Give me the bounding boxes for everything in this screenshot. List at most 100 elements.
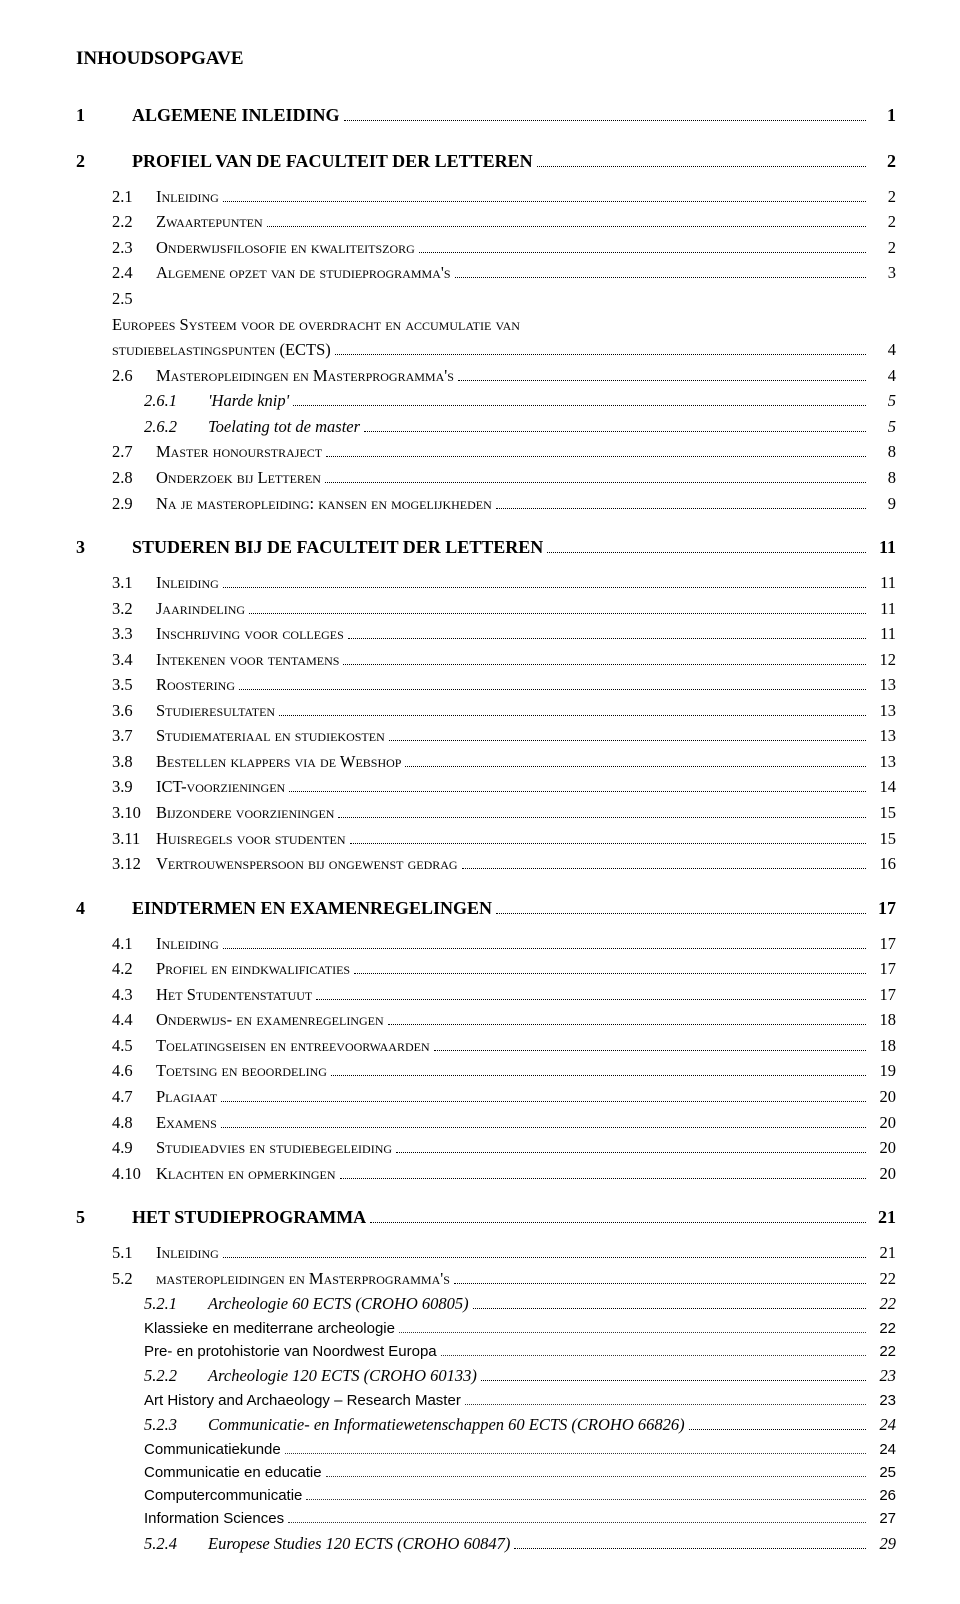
toc-row: 4EINDTERMEN EN EXAMENREGELINGEN17: [76, 895, 896, 923]
toc-page: 8: [870, 465, 896, 491]
toc-row: 5.2.1Archeologie 60 ECTS (CROHO 60805)22: [144, 1291, 896, 1317]
toc-number: 3.11: [112, 826, 156, 852]
toc-leader-dots: [496, 496, 866, 509]
toc-label: Studieadvies en studiebegeleiding: [156, 1135, 392, 1161]
toc-leader-dots: [340, 1166, 867, 1179]
toc-page: 13: [870, 672, 896, 698]
toc-leader-dots: [306, 1489, 866, 1501]
toc-page: 20: [870, 1110, 896, 1136]
toc-number: 5.2.4: [144, 1531, 208, 1557]
toc-label: Onderwijs- en examenregelingen: [156, 1007, 384, 1033]
toc-row: 3.11Huisregels voor studenten15: [112, 826, 896, 852]
toc-label: HET STUDIEPROGRAMMA: [132, 1204, 366, 1232]
toc-row: 2.8Onderzoek bij Letteren8: [112, 465, 896, 491]
toc-number: 2.7: [112, 439, 156, 465]
toc-row: 2.4Algemene opzet van de studieprogramma…: [112, 260, 896, 286]
toc-label: Information Sciences: [144, 1507, 284, 1530]
toc-row: 3.6Studieresultaten13: [112, 698, 896, 724]
toc-page: 9: [870, 491, 896, 517]
toc-label: EINDTERMEN EN EXAMENREGELINGEN: [132, 895, 492, 923]
toc-label: Profiel en eindkwalificaties: [156, 956, 350, 982]
toc-row: 2PROFIEL VAN DE FACULTEIT DER LETTEREN2: [76, 148, 896, 176]
toc-page: 21: [870, 1204, 896, 1232]
toc-number: 3: [76, 534, 132, 562]
toc-page: 13: [870, 723, 896, 749]
toc-label: Na je masteropleiding: kansen en mogelij…: [156, 491, 492, 517]
toc-label: Toelating tot de master: [208, 414, 360, 440]
toc-row: 4.6Toetsing en beoordeling19: [112, 1058, 896, 1084]
toc-row: 4.7Plagiaat20: [112, 1084, 896, 1110]
toc-row: Art History and Archaeology – Research M…: [144, 1389, 896, 1412]
toc-page: 11: [870, 596, 896, 622]
toc-leader-dots: [354, 962, 866, 975]
toc-label: Onderzoek bij Letteren: [156, 465, 321, 491]
toc-row: 2.5Europees Systeem voor de overdracht e…: [112, 286, 896, 363]
toc-label: Communicatie- en Informatiewetenschappen…: [208, 1412, 685, 1438]
toc-label: Master honourstraject: [156, 439, 322, 465]
toc-label: Studiemateriaal en studiekosten: [156, 723, 385, 749]
toc-row: 2.7Master honourstraject8: [112, 439, 896, 465]
toc-leader-dots: [388, 1013, 866, 1026]
toc-page: 11: [870, 534, 896, 562]
toc-number: 4.6: [112, 1058, 156, 1084]
toc-row: 2.1Inleiding2: [112, 184, 896, 210]
toc-number: 3.7: [112, 723, 156, 749]
toc-page: 15: [870, 800, 896, 826]
toc-number: 4.5: [112, 1033, 156, 1059]
toc-row: 1ALGEMENE INLEIDING1: [76, 102, 896, 130]
toc-number: 3.9: [112, 774, 156, 800]
toc-leader-dots: [389, 729, 866, 742]
toc-leader-dots: [344, 107, 866, 121]
toc-label: Pre- en protohistorie van Noordwest Euro…: [144, 1340, 437, 1363]
toc-leader-dots: [326, 1465, 866, 1477]
toc-number: 5.2.3: [144, 1412, 208, 1438]
toc-row: 2.6.2Toelating tot de master5: [144, 414, 896, 440]
toc-page: 5: [870, 414, 896, 440]
toc-row: Communicatiekunde24: [144, 1438, 896, 1461]
toc-number: 4.3: [112, 982, 156, 1008]
toc-number: 3.4: [112, 647, 156, 673]
toc-number: 2: [76, 148, 132, 176]
toc-label: Klachten en opmerkingen: [156, 1161, 336, 1187]
toc-leader-dots: [279, 703, 866, 716]
toc-page: 5: [870, 388, 896, 414]
table-of-contents: 1ALGEMENE INLEIDING1 2PROFIEL VAN DE FACU…: [76, 102, 896, 1556]
toc-page: 23: [870, 1389, 896, 1412]
toc-row: 4.8Examens20: [112, 1110, 896, 1136]
toc-page: 17: [870, 931, 896, 957]
toc-label: Art History and Archaeology – Research M…: [144, 1389, 461, 1412]
toc-row: Klassieke en mediterrane archeologie22: [144, 1317, 896, 1340]
toc-row: 3.4Intekenen voor tentamens12: [112, 647, 896, 673]
toc-leader-dots: [223, 1246, 866, 1259]
toc-number: 4.8: [112, 1110, 156, 1136]
toc-label: Jaarindeling: [156, 596, 245, 622]
toc-number: 3.8: [112, 749, 156, 775]
toc-label: Studieresultaten: [156, 698, 275, 724]
toc-row: 5HET STUDIEPROGRAMMA21: [76, 1204, 896, 1232]
toc-page: 13: [870, 698, 896, 724]
toc-row: 3.9ICT-voorzieningen14: [112, 774, 896, 800]
toc-row: 2.3Onderwijsfilosofie en kwaliteitszorg2: [112, 235, 896, 261]
toc-row: Communicatie en educatie25: [144, 1461, 896, 1484]
toc-number: 3.12: [112, 851, 156, 877]
toc-row: 5.2.4Europese Studies 120 ECTS (CROHO 60…: [144, 1531, 896, 1557]
toc-page: 24: [870, 1438, 896, 1461]
toc-number: 5.2: [112, 1266, 156, 1292]
toc-leader-dots: [293, 394, 866, 407]
toc-number: 2.3: [112, 235, 156, 261]
toc-label: Intekenen voor tentamens: [156, 647, 339, 673]
toc-leader-dots: [455, 266, 866, 279]
toc-leader-dots: [221, 1115, 866, 1128]
toc-leader-dots: [396, 1141, 866, 1154]
toc-label: ALGEMENE INLEIDING: [132, 102, 340, 130]
toc-row: 4.4Onderwijs- en examenregelingen18: [112, 1007, 896, 1033]
toc-number: 3.2: [112, 596, 156, 622]
toc-row: 3.12Vertrouwenspersoon bij ongewenst ged…: [112, 851, 896, 877]
toc-leader-dots: [405, 754, 866, 767]
toc-row: 2.6Masteropleidingen en Masterprogramma'…: [112, 363, 896, 389]
toc-row: 3.10Bijzondere voorzieningen15: [112, 800, 896, 826]
toc-leader-dots: [249, 601, 866, 614]
toc-leader-dots: [465, 1393, 866, 1405]
toc-page: 16: [870, 851, 896, 877]
toc-label: Roostering: [156, 672, 235, 698]
